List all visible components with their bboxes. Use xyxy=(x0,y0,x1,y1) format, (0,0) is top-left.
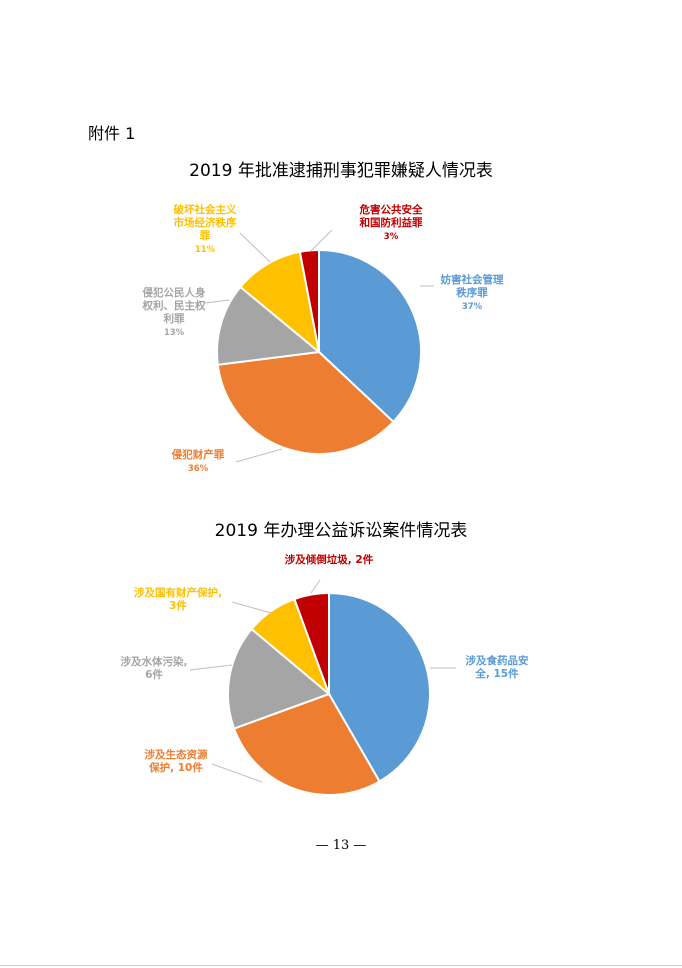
leader-line-1-3 xyxy=(231,601,272,614)
slice-label-1-2: 涉及水体污染, 6件 xyxy=(121,655,188,681)
leader-line-0-2 xyxy=(204,299,230,304)
slice-label-0-0: 妨害社会管理秩序罪 37% xyxy=(440,273,504,312)
slice-label-1-0: 涉及食药品安全, 15件 xyxy=(466,654,529,680)
leader-line-0-4 xyxy=(310,229,333,252)
pie-slice-0-2 xyxy=(216,285,322,366)
slice-label-1-3: 涉及国有财产保护, 3件 xyxy=(134,586,222,612)
slice-label-0-1: 侵犯财产罪 36% xyxy=(171,448,225,474)
pie-slice-0-3 xyxy=(238,250,321,355)
attachment-label: 附件 1 xyxy=(88,124,136,143)
pie-slice-1-2 xyxy=(227,627,331,730)
page-bottom-rule xyxy=(0,965,682,966)
slice-label-0-3: 破坏社会主义市场经济秩序罪 11% xyxy=(174,203,237,255)
leader-line-0-1 xyxy=(235,448,283,463)
page-number: — 13 — xyxy=(315,838,367,853)
leader-line-1-1 xyxy=(211,763,263,783)
slice-label-0-4: 危害公共安全和国防利益罪 3% xyxy=(359,203,423,242)
slice-label-0-2: 侵犯公民人身权利、民主权利罪 13% xyxy=(142,286,206,338)
chart-title-public-interest: 2019 年办理公益诉讼案件情况表 xyxy=(214,521,468,541)
pie-slice-0-4 xyxy=(298,248,320,353)
slice-label-1-1: 涉及生态资源保护, 10件 xyxy=(145,748,208,774)
leader-line-1-2 xyxy=(189,664,233,671)
pie-slice-1-0 xyxy=(328,591,431,783)
chart-title-arrests: 2019 年批准逮捕刑事犯罪嫌疑人情况表 xyxy=(189,161,493,181)
slice-label-1-4: 涉及倾倒垃圾, 2件 xyxy=(285,553,374,566)
pie-slice-0-1 xyxy=(216,350,395,455)
pie-slice-1-4 xyxy=(293,591,330,695)
pie-slice-1-1 xyxy=(232,692,381,796)
pie-chart-arrests: 妨害社会管理秩序罪 37% 侵犯财产罪 36% 侵犯公民人身权利、民主权利罪 13% 破坏社… xyxy=(142,203,504,474)
leader-line-0-3 xyxy=(239,232,271,263)
leader-line-1-4 xyxy=(310,579,321,594)
pie-slice-0-0 xyxy=(318,248,422,424)
